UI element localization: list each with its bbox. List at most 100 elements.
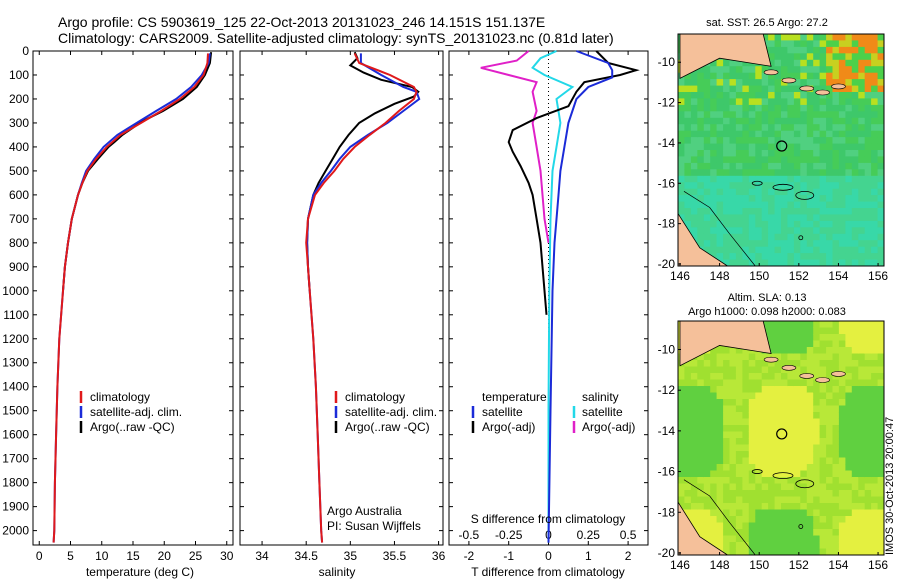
map-cell	[838, 111, 846, 119]
map-cell	[787, 162, 795, 170]
map-cell	[793, 46, 801, 54]
map-cell	[813, 53, 821, 61]
map-cell	[858, 444, 866, 452]
map-cell	[851, 379, 859, 387]
map-cell	[742, 253, 750, 260]
map-cell	[768, 169, 775, 177]
map-cell	[787, 451, 795, 458]
map-cell	[755, 386, 763, 393]
map-cell	[774, 392, 782, 400]
map-cell	[826, 79, 833, 86]
map-cell	[690, 188, 698, 196]
map-cell	[813, 137, 821, 144]
map-cell	[871, 477, 878, 484]
map-cell	[806, 201, 814, 209]
map-cell	[774, 451, 782, 458]
map-cell	[781, 496, 788, 504]
map-cell	[800, 496, 808, 504]
map-cell	[851, 353, 859, 361]
map-cell	[832, 162, 840, 170]
map-cell	[832, 548, 840, 556]
map-cell	[755, 425, 763, 432]
map-cell	[716, 124, 724, 132]
y-tick-label: 300	[9, 116, 29, 130]
map-cell	[793, 188, 801, 196]
map-cell	[697, 425, 705, 432]
map-cell	[781, 53, 788, 61]
map-cell	[723, 477, 730, 484]
map-cell	[678, 444, 685, 452]
map-cell	[858, 253, 866, 260]
map-cell	[806, 233, 814, 241]
map-cell	[813, 405, 821, 413]
map-cell	[735, 386, 743, 393]
map-cell	[678, 143, 685, 151]
x-tick-label: 150	[749, 558, 769, 572]
map-cell	[851, 399, 859, 406]
map-cell	[768, 79, 775, 86]
map-cell	[742, 124, 750, 132]
map-cell	[768, 477, 775, 484]
map-cell	[858, 66, 866, 74]
map-cell	[755, 92, 763, 99]
map-cell	[877, 72, 885, 80]
argo-location-marker	[776, 140, 788, 152]
map-cell	[871, 496, 878, 504]
x-tick-label: 146	[670, 558, 690, 572]
map-cell	[781, 46, 788, 54]
map-cell	[678, 169, 685, 177]
map-cell	[742, 412, 750, 419]
map-cell	[787, 175, 795, 183]
map-cell	[755, 399, 763, 406]
map-cell	[826, 457, 833, 465]
map-cell	[768, 464, 775, 471]
map-cell	[742, 392, 750, 400]
island	[763, 69, 779, 76]
map-cell	[787, 386, 795, 393]
map-cell	[793, 347, 801, 354]
map-cell	[761, 220, 769, 228]
map-cell	[768, 392, 775, 400]
map-cell	[793, 53, 801, 61]
map-cell	[761, 503, 769, 510]
map-cell	[716, 143, 724, 151]
map-cell	[819, 457, 827, 465]
map-cell	[871, 98, 878, 106]
map-cell	[806, 59, 814, 67]
map-cell	[774, 353, 782, 361]
map-cell	[755, 98, 763, 106]
map-cell	[838, 535, 846, 543]
map-cell	[851, 233, 859, 241]
map-cell	[851, 373, 859, 380]
map-cell	[806, 425, 814, 432]
legend-t-satellite: satellite	[482, 405, 523, 419]
map-cell	[826, 130, 833, 138]
map-cell	[678, 117, 685, 125]
map-cell	[858, 143, 866, 151]
map-cell	[864, 175, 872, 183]
map-cell	[761, 529, 769, 536]
map-cell	[678, 201, 685, 209]
map-cell	[858, 379, 866, 387]
map-cell	[858, 46, 866, 54]
map-cell	[690, 208, 698, 215]
map-cell	[729, 516, 737, 523]
map-cell	[800, 418, 808, 426]
map-cell	[735, 156, 743, 164]
map-cell	[826, 490, 833, 497]
map-cell	[774, 360, 782, 367]
map-cell	[703, 246, 711, 254]
map-cell	[710, 195, 718, 202]
map-cell	[697, 111, 705, 119]
map-cell	[710, 156, 718, 164]
map-cell	[774, 175, 782, 183]
map-cell	[864, 340, 872, 348]
map-cell	[678, 124, 685, 132]
map-cell	[864, 366, 872, 374]
map-cell	[877, 496, 885, 504]
map-cell	[793, 509, 801, 517]
map-cell	[735, 522, 743, 530]
map-cell	[832, 327, 840, 335]
map-cell	[851, 137, 859, 144]
map-cell	[877, 240, 885, 248]
